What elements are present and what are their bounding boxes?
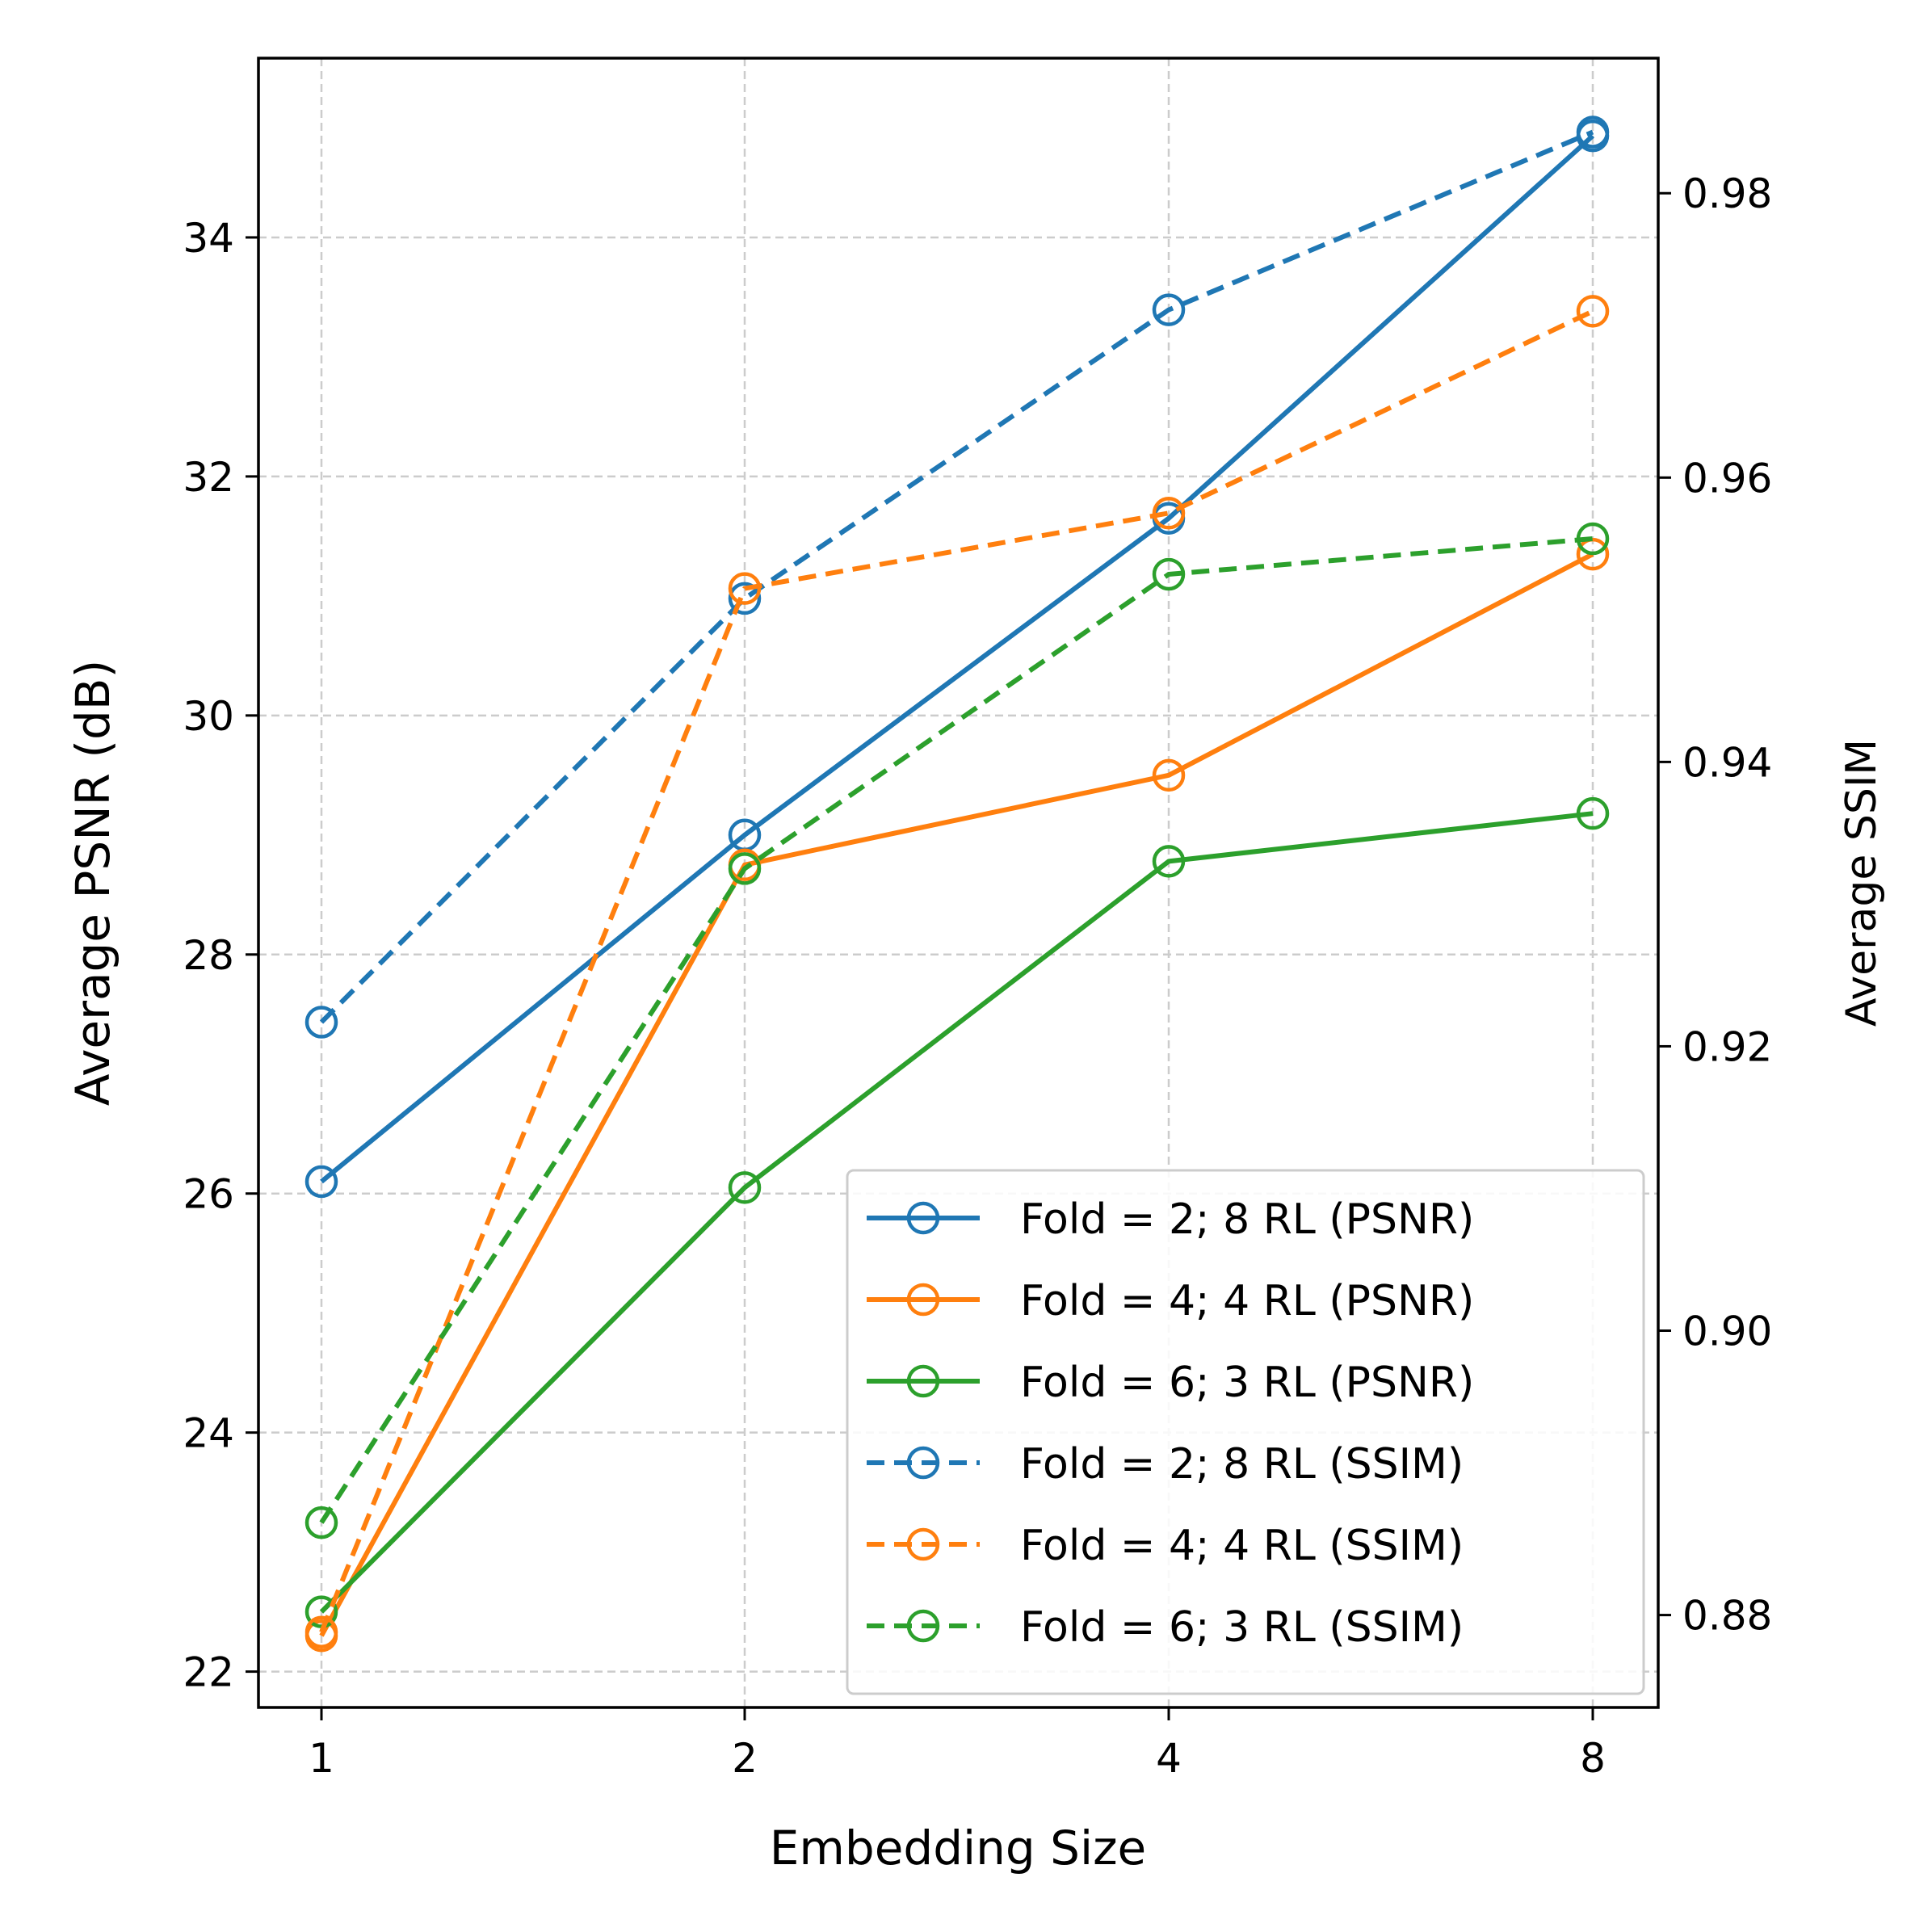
x-axis-label: Embedding Size xyxy=(770,1821,1146,1875)
data-point xyxy=(1576,537,1610,571)
y-tick-label-left: 32 xyxy=(183,454,234,501)
data-point xyxy=(1576,116,1610,149)
legend-swatch-marker xyxy=(906,1364,940,1398)
data-point xyxy=(728,1171,762,1204)
y-tick-label-left: 34 xyxy=(183,215,234,262)
x-tick-label: 2 xyxy=(732,1735,758,1782)
y-tick-label-right: 0.98 xyxy=(1682,170,1772,217)
y-tick-label-right: 0.90 xyxy=(1682,1308,1772,1355)
y-axis-label-right: Average SSIM xyxy=(1838,739,1886,1027)
y-tick-label-right: 0.96 xyxy=(1682,455,1772,502)
x-tick-label: 1 xyxy=(309,1735,334,1782)
legend-label: Fold = 4; 4 RL (PSNR) xyxy=(1020,1277,1474,1325)
legend: Fold = 2; 8 RL (PSNR) Fold = 4; 4 RL (PSN… xyxy=(846,1169,1645,1695)
legend-swatch-marker xyxy=(906,1609,940,1643)
legend-label: Fold = 2; 8 RL (SSIM) xyxy=(1020,1440,1464,1489)
y-tick-label-right: 0.92 xyxy=(1682,1023,1772,1070)
data-point xyxy=(728,852,762,885)
data-point xyxy=(1152,845,1186,878)
data-point xyxy=(1576,796,1610,830)
legend-box xyxy=(846,1169,1645,1695)
y-tick-label-right: 0.88 xyxy=(1682,1593,1772,1640)
y-tick-label-right: 0.94 xyxy=(1682,739,1772,786)
data-point xyxy=(304,1615,338,1648)
series-line-1 xyxy=(320,133,1595,1184)
legend-label: Fold = 4; 4 RL (SSIM) xyxy=(1020,1522,1464,1570)
legend-label: Fold = 6; 3 RL (PSNR) xyxy=(1020,1359,1474,1407)
data-point xyxy=(304,1006,338,1039)
data-point xyxy=(728,582,762,615)
y-tick-label-left: 30 xyxy=(183,693,234,740)
y-tick-label-left: 26 xyxy=(183,1171,234,1218)
y-tick-label-left: 24 xyxy=(183,1410,234,1457)
series-lines xyxy=(304,116,1610,1653)
axis-ticks: 1 2 4 8222426283032340.880.900.920.940.960.… xyxy=(183,170,1772,1782)
series-line-3 xyxy=(319,811,1594,1614)
legend-swatch-marker xyxy=(906,1201,940,1235)
legend-label: Fold = 6; 3 RL (SSIM) xyxy=(1020,1603,1464,1652)
data-point xyxy=(1152,497,1186,530)
data-point xyxy=(1576,295,1610,328)
y-tick-label-left: 22 xyxy=(183,1649,234,1696)
data-point xyxy=(728,572,762,605)
series-line-5 xyxy=(319,309,1594,1633)
data-point xyxy=(1576,522,1610,556)
data-point xyxy=(1152,293,1186,326)
legend-swatch-marker xyxy=(906,1527,940,1561)
data-point xyxy=(1152,557,1186,591)
plot-frame xyxy=(257,57,1660,1709)
x-tick-label: 4 xyxy=(1156,1735,1182,1782)
y-tick-label-left: 28 xyxy=(183,932,234,979)
legend-label: Fold = 2; 8 RL (PSNR) xyxy=(1020,1195,1474,1244)
data-point xyxy=(1152,758,1186,792)
series-line-6 xyxy=(319,536,1594,1524)
legend-swatch-marker xyxy=(906,1446,940,1480)
data-point xyxy=(304,1165,338,1199)
series-line-4 xyxy=(319,129,1594,1024)
data-point xyxy=(304,1506,338,1539)
x-tick-label: 8 xyxy=(1580,1735,1606,1782)
y-axis-label-left: Average PSNR (dB) xyxy=(65,660,120,1106)
legend-swatch-marker xyxy=(906,1283,940,1317)
series-line-2 xyxy=(319,552,1594,1637)
